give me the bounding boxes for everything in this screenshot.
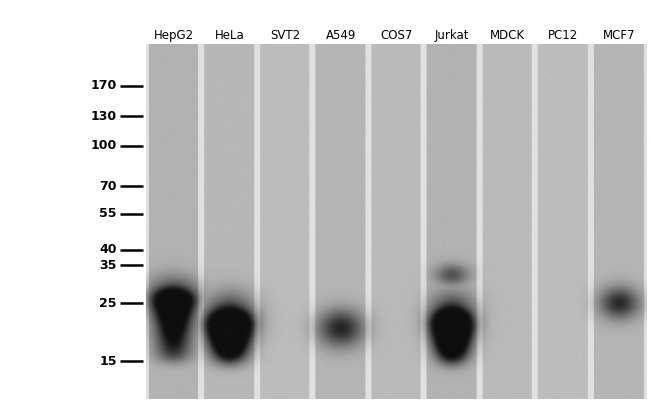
Text: HepG2: HepG2 bbox=[154, 29, 194, 42]
Text: 35: 35 bbox=[99, 259, 117, 272]
Text: 25: 25 bbox=[99, 297, 117, 310]
Text: 70: 70 bbox=[99, 180, 117, 193]
Text: 130: 130 bbox=[91, 110, 117, 122]
Text: COS7: COS7 bbox=[380, 29, 413, 42]
Text: 15: 15 bbox=[99, 355, 117, 368]
Text: 170: 170 bbox=[91, 79, 117, 92]
Text: MCF7: MCF7 bbox=[603, 29, 635, 42]
Text: 100: 100 bbox=[91, 139, 117, 153]
Text: 40: 40 bbox=[99, 243, 117, 257]
Text: HeLa: HeLa bbox=[214, 29, 244, 42]
Text: SVT2: SVT2 bbox=[270, 29, 300, 42]
Text: PC12: PC12 bbox=[548, 29, 578, 42]
Text: Jurkat: Jurkat bbox=[435, 29, 469, 42]
Text: MDCK: MDCK bbox=[490, 29, 525, 42]
Text: 55: 55 bbox=[99, 207, 117, 220]
Text: A549: A549 bbox=[326, 29, 356, 42]
